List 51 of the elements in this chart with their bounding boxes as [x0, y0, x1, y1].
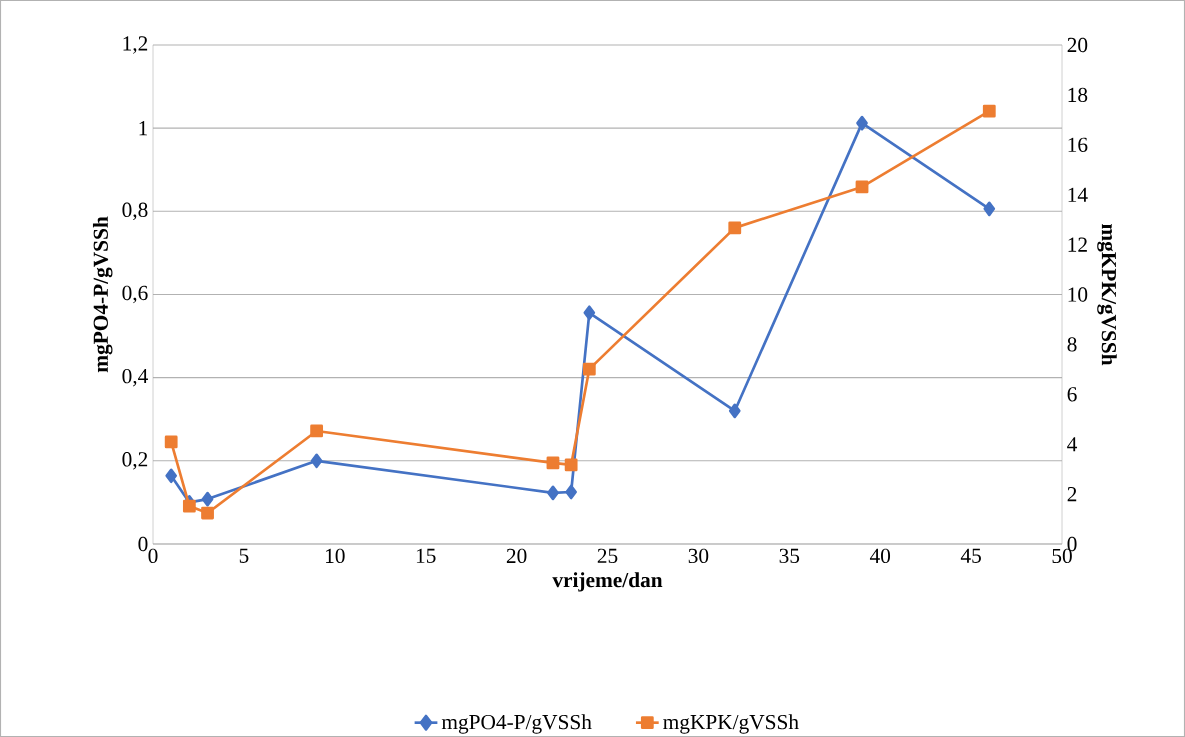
point: [165, 468, 178, 484]
x-tick-label: 35: [779, 548, 800, 564]
y2-tick-label: 18: [1068, 87, 1088, 103]
point: [983, 201, 996, 217]
y2-axis-title: mgKPK/gVSSh: [1097, 223, 1117, 366]
y-tick-label: 0,8: [122, 202, 148, 221]
y2-tick-label: 16: [1068, 137, 1088, 152]
x-tick-label: 30: [688, 548, 709, 564]
y2-tick-label: 2: [1067, 487, 1077, 502]
y-tick-label: 1,2: [123, 36, 148, 54]
y2-tick-label: 4: [1067, 437, 1078, 452]
point: [547, 485, 559, 501]
point: [310, 424, 324, 438]
x-tick-label: 0: [148, 548, 158, 564]
point: [728, 403, 741, 419]
point: [201, 491, 214, 507]
point: [182, 499, 196, 513]
point: [565, 484, 577, 500]
point: [728, 221, 742, 235]
y2-tick-label: 10: [1068, 287, 1088, 302]
y-tick-label: 1: [139, 121, 148, 136]
y-tick-label: 0,2: [122, 452, 148, 470]
x-tick-label: 20: [506, 548, 527, 564]
x-axis-title: vrijeme/dan: [552, 572, 663, 592]
y-tick-label: 0,6: [122, 285, 148, 304]
y2-tick-label: 12: [1068, 237, 1087, 252]
x-tick-label: 40: [869, 548, 891, 564]
point: [546, 456, 560, 470]
y2-tick-label: 20: [1067, 37, 1088, 53]
x-tick-label: 25: [597, 548, 618, 564]
legend-label: mgKPK/gVSSh: [663, 714, 799, 734]
point: [856, 115, 868, 131]
point: [855, 180, 869, 194]
x-tick-label: 10: [326, 548, 345, 564]
point: [582, 362, 596, 376]
point: [201, 506, 214, 520]
legend-label: mgPO4-P/gVSSh: [441, 714, 592, 734]
point: [982, 104, 996, 118]
x-tick-label: 45: [960, 548, 981, 563]
y-tick-label: 0,4: [122, 368, 148, 387]
point: [583, 305, 596, 321]
x-tick-label: 5: [239, 548, 249, 563]
y-axis-title: mgPO4-P/gVSSh: [92, 216, 113, 373]
y2-tick-label: 14: [1068, 187, 1088, 202]
point: [564, 458, 578, 472]
y2-tick-label: 6: [1067, 387, 1077, 402]
point: [310, 453, 323, 469]
point: [164, 435, 178, 449]
x-tick-label: 15: [416, 548, 436, 563]
y-tick-label: 0: [138, 536, 148, 552]
y2-tick-label: 8: [1067, 337, 1077, 352]
